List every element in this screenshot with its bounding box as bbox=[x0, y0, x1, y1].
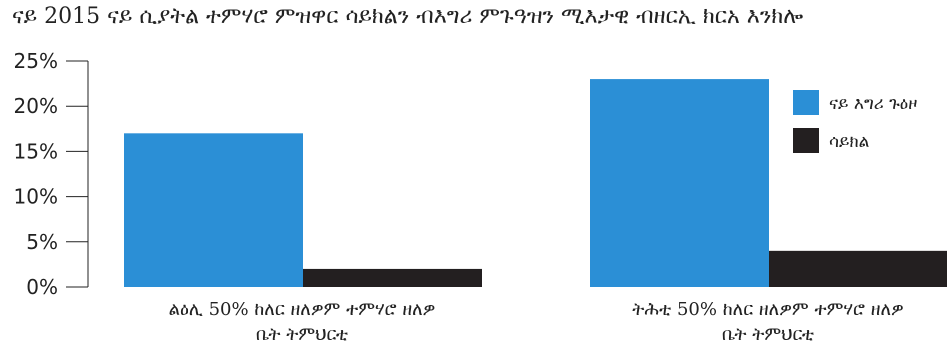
y-tick-label: 15% bbox=[14, 139, 58, 163]
bar bbox=[124, 133, 303, 287]
legend-swatch bbox=[793, 90, 819, 115]
bar bbox=[769, 250, 947, 287]
x-category-label: ትሕቲ 50% ከለር ዘለዎም ተምሃሮ ዘለዎ bbox=[632, 299, 904, 320]
legend-label: ሳይክል bbox=[829, 132, 870, 152]
bar bbox=[303, 268, 482, 287]
x-category-label: ልዕሊ 50% ከለር ዘለዎም ተምሃሮ ዘለዎ bbox=[169, 299, 436, 320]
x-category-label: ቤት ትምህርቲ bbox=[256, 324, 348, 345]
y-tick-label: 25% bbox=[14, 49, 58, 73]
legend-swatch bbox=[793, 128, 819, 153]
y-tick-label: 0% bbox=[26, 275, 58, 299]
chart-title: ናይ 2015 ናይ ሲያትል ተምሃሮ ምዝዋር ሳይክልን ብእግሪ ምጉዓ… bbox=[12, 4, 804, 29]
y-tick-label: 20% bbox=[14, 94, 58, 118]
bar bbox=[590, 79, 769, 287]
y-tick-label: 10% bbox=[14, 185, 58, 209]
y-tick-label: 5% bbox=[26, 230, 58, 254]
x-category-label: ቤት ትምህርቲ bbox=[722, 324, 814, 345]
legend-label: ናይ እግሪ ጉዕዞ bbox=[829, 94, 917, 114]
